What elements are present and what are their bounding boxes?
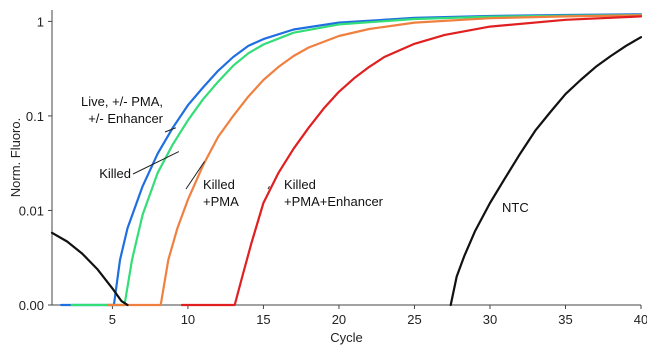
annotation-label: Killed	[203, 177, 235, 192]
series-line-3	[180, 15, 643, 307]
y-axis: 0.00 0.01 0.1 1	[19, 14, 52, 313]
annotation-label: Killed	[99, 166, 131, 181]
series-line-4	[50, 231, 129, 307]
x-tick-label: 25	[407, 312, 421, 327]
y-axis-title: Norm. Fluoro.	[8, 118, 23, 197]
series-line-0	[60, 13, 643, 307]
annotation-label: +/- Enhancer	[88, 111, 163, 126]
x-tick-label: 30	[483, 312, 497, 327]
y-tick-label: 1	[37, 14, 44, 29]
x-tick-label: 10	[181, 312, 195, 327]
series-line-1	[70, 13, 643, 307]
annotation-leader	[267, 186, 270, 190]
annotation-label: +PMA	[203, 194, 239, 209]
plot-frame	[51, 10, 641, 306]
annotation-label: NTC	[502, 200, 529, 215]
annotation-label: Killed	[284, 177, 316, 192]
series-line-5	[449, 36, 643, 307]
x-axis-title: Cycle	[330, 330, 363, 345]
annotation-layer: Live, +/- PMA, +/- Enhancer Killed Killed +P…	[81, 94, 529, 215]
series-line-2	[106, 14, 643, 307]
x-tick-label: 5	[109, 312, 116, 327]
annotation-label: +PMA+Enhancer	[284, 194, 384, 209]
annotation-label: Live, +/- PMA,	[81, 94, 163, 109]
annotation-leader	[185, 161, 205, 190]
x-tick-label: 35	[558, 312, 572, 327]
annotation-leader	[132, 151, 180, 175]
series-layer	[50, 13, 643, 307]
y-tick-label: 0.00	[19, 298, 44, 313]
y-tick-label: 0.1	[26, 109, 44, 124]
x-tick-label: 15	[256, 312, 270, 327]
y-tick-label: 0.01	[19, 203, 44, 218]
x-tick-label: 20	[332, 312, 346, 327]
x-axis: 5 10 15 20 25 30 35 40	[109, 305, 647, 327]
x-tick-label: 40	[634, 312, 647, 327]
annotation-leader	[164, 127, 177, 133]
